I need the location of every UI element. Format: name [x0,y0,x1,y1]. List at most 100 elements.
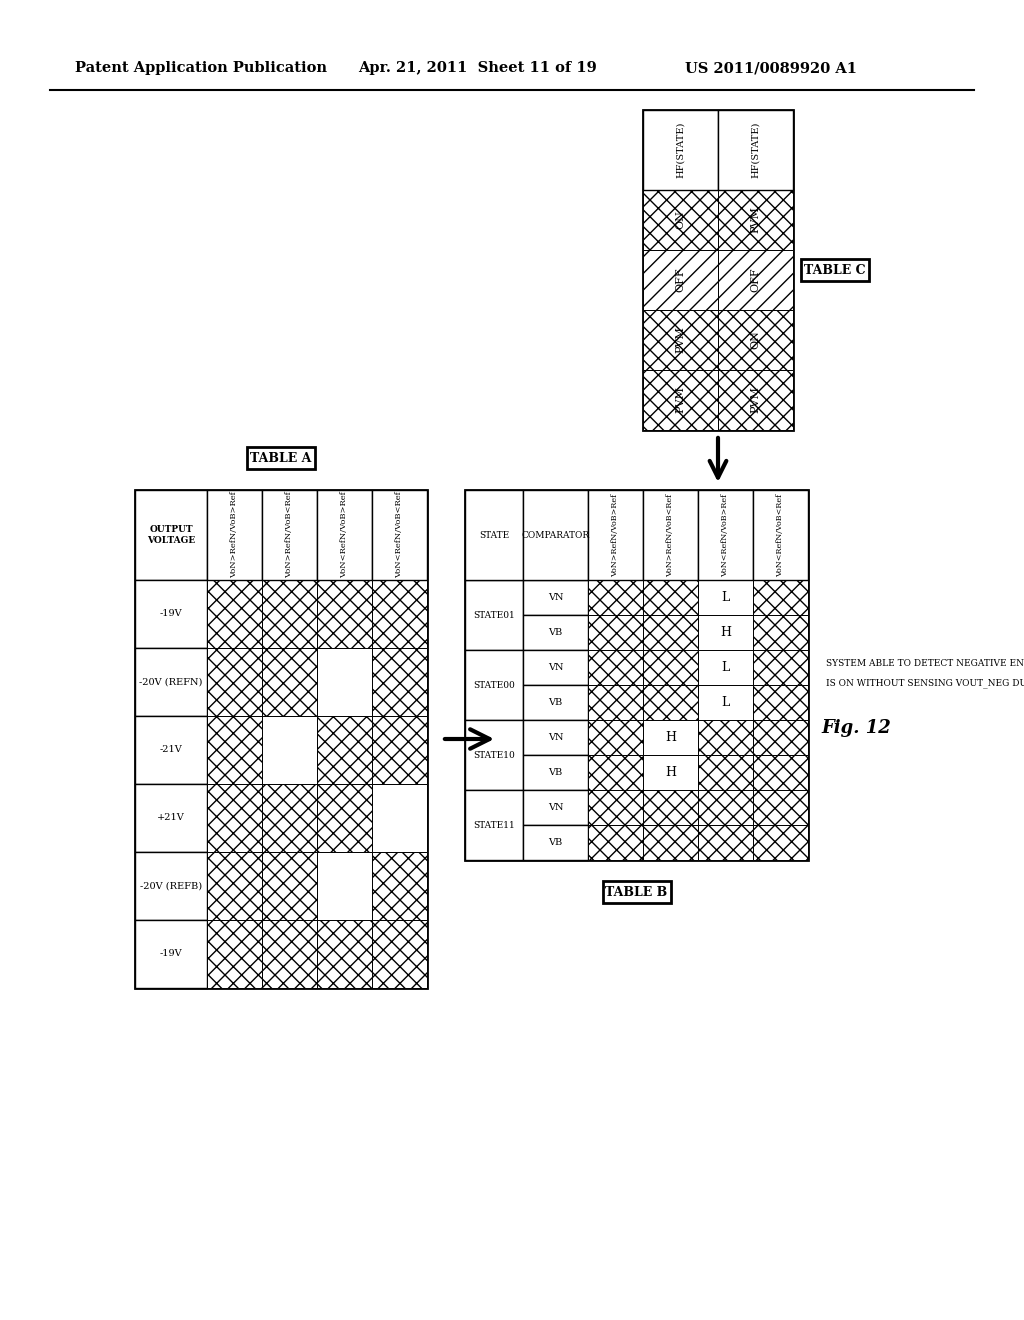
Bar [643,579,698,615]
Bar [262,490,317,579]
Text: VB: VB [549,628,562,638]
Bar [643,190,718,249]
Bar [718,190,793,249]
Bar [588,649,643,685]
Bar [698,579,753,615]
Text: VN: VN [548,663,563,672]
Bar [317,715,372,784]
Bar [523,649,588,685]
Text: VoN<RefN/VoB>Ref: VoN<RefN/VoB>Ref [722,494,729,577]
Text: L: L [721,696,730,709]
Bar [135,851,207,920]
Bar [207,715,262,784]
Bar [643,110,793,430]
Bar [588,579,643,615]
Bar [643,825,698,861]
Bar [698,490,753,579]
Bar [643,649,698,685]
Bar [588,755,643,789]
Text: STATE11: STATE11 [473,821,515,829]
Bar [465,490,808,861]
Bar [262,648,317,715]
Text: -20V (REFN): -20V (REFN) [139,677,203,686]
Bar [698,789,753,825]
Bar [523,490,588,579]
Text: VoN>RefN/VoB>Ref: VoN>RefN/VoB>Ref [230,491,239,578]
Bar [465,719,523,789]
Bar [372,579,427,648]
Text: -20V (REFB): -20V (REFB) [140,882,202,891]
Text: -19V: -19V [160,610,182,619]
Text: H: H [665,766,676,779]
Bar [602,880,671,903]
Text: VoN>RefN/VoB>Ref: VoN>RefN/VoB>Ref [611,494,620,577]
Bar [247,447,315,469]
Text: +21V: +21V [157,813,185,822]
Text: IS ON WITHOUT SENSING VOUT_NEG DURING STATE10: IS ON WITHOUT SENSING VOUT_NEG DURING ST… [826,678,1024,688]
Text: H: H [720,626,731,639]
Text: ON: ON [676,211,685,230]
Text: ON: ON [751,330,761,350]
Bar [588,719,643,755]
Bar [753,789,808,825]
Bar [207,579,262,648]
Bar [753,755,808,789]
Bar [698,755,753,789]
Bar [643,685,698,719]
Bar [317,579,372,648]
Bar [588,615,643,649]
Text: H: H [665,731,676,744]
Text: VN: VN [548,803,563,812]
Text: -21V: -21V [160,746,182,755]
Text: COMPARATOR: COMPARATOR [521,531,590,540]
Text: VB: VB [549,698,562,708]
Bar [753,685,808,719]
Bar [718,370,793,430]
Bar [372,490,427,579]
Text: VoN>RefN/VoB<Ref: VoN>RefN/VoB<Ref [667,494,675,577]
Bar [753,719,808,755]
Bar [135,784,207,851]
Bar [718,310,793,370]
Bar [465,649,523,719]
Bar [372,784,427,851]
Text: VoN>RefN/VoB<Ref: VoN>RefN/VoB<Ref [286,491,294,578]
Bar [465,490,523,579]
Bar [698,615,753,649]
Text: VoN<RefN/VoB<Ref: VoN<RefN/VoB<Ref [776,494,784,577]
Bar [643,719,698,755]
Text: PVM: PVM [751,206,761,234]
Bar [372,715,427,784]
Text: OFF: OFF [751,268,761,292]
Bar [801,259,869,281]
Text: L: L [721,591,730,605]
Bar [698,649,753,685]
Bar [698,825,753,861]
Text: HF(STATE): HF(STATE) [676,121,685,178]
Bar [135,490,207,579]
Bar [643,110,718,190]
Bar [588,789,643,825]
Bar [135,715,207,784]
Bar [523,685,588,719]
Text: PVM: PVM [676,326,685,354]
Bar [643,249,718,310]
Bar [643,755,698,789]
Bar [317,920,372,987]
Bar [523,579,588,615]
Bar [207,920,262,987]
Bar [317,851,372,920]
Bar [753,825,808,861]
Text: STATE: STATE [479,531,509,540]
Text: PVM: PVM [751,387,761,413]
Bar [718,249,793,310]
Bar [207,490,262,579]
Bar [698,685,753,719]
Bar [698,719,753,755]
Bar [588,825,643,861]
Bar [207,648,262,715]
Bar [135,579,207,648]
Bar [588,490,643,579]
Bar [643,490,698,579]
Text: VB: VB [549,838,562,847]
